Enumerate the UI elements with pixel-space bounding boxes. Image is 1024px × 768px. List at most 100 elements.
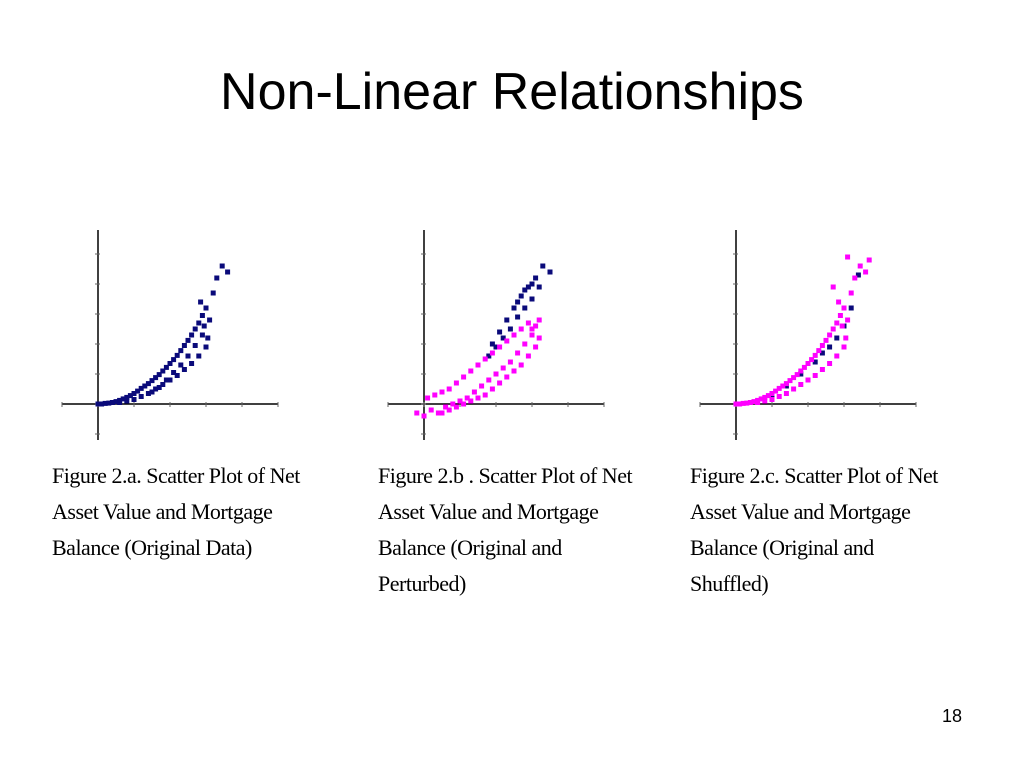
scatter-plot-2c [699,230,917,440]
scatter-point [798,368,804,374]
scatter-point [855,272,861,278]
scatter-point [733,401,739,407]
scatter-point [446,386,452,392]
scatter-point [163,377,169,383]
caption-line: Asset Value and Mortgage [690,499,911,524]
scatter-point [425,395,431,401]
scatter-point [522,287,528,293]
scatter-point [127,393,133,399]
scatter-point [102,400,108,406]
scatter-point [468,368,474,374]
scatter-point [185,353,191,359]
scatter-point [529,326,535,332]
scatter-point [740,400,746,406]
scatter-point [479,383,485,389]
scatter-point [773,388,779,394]
scatter-point [837,313,843,318]
scatter-point [533,323,539,329]
scatter-point [446,407,452,413]
scatter-point [547,269,553,275]
scatter-point [174,352,180,358]
scatter-point [863,269,869,275]
scatter-point [522,341,528,347]
scatter-point [525,320,531,326]
scatter-point [198,299,204,305]
scatter-point [533,344,539,350]
figure-2a: Figure 2.a. Scatter Plot of Net Asset Va… [52,222,352,566]
scatter-point [178,348,184,354]
scatter-point [181,367,187,372]
scatter-point [120,396,126,402]
scatter-point [450,401,456,407]
scatter-point [497,344,503,350]
scatter-point [744,400,750,406]
scatter-point [504,374,510,380]
scatter-point [124,398,130,404]
scatter-point [848,305,854,311]
scatter-point [816,348,822,354]
scatter-point [769,397,775,402]
scatter-point [167,361,173,366]
scatter-point [841,305,847,311]
scatter-point [153,375,159,381]
scatter-point [486,353,492,359]
scatter-point [536,284,542,290]
scatter-point [489,350,495,356]
caption-line: Perturbed) [378,571,466,596]
scatter-point [515,314,521,320]
scatter-point [138,394,144,399]
figure-caption-2b: Figure 2.b . Scatter Plot of Net Asset V… [378,458,678,602]
scatter-point [762,398,768,404]
scatter-point [515,299,521,305]
scatter-point [536,317,542,323]
scatter-point [443,404,449,410]
slide-title: Non-Linear Relationships [220,63,804,121]
scatter-point [149,378,155,384]
scatter-point [525,284,531,290]
scatter-point [794,372,800,378]
scatter-point [791,375,797,381]
scatter-point [497,329,503,335]
scatter-point [834,335,840,341]
scatter-point [453,404,459,410]
scatter-point [834,353,840,359]
scatter-point [834,320,840,326]
scatter-point [421,413,427,419]
scatter-point [203,344,209,350]
scatter-point [518,326,524,332]
scatter-point [805,377,811,383]
scatter-point [737,401,743,407]
scatter-point [493,371,499,377]
scatter-point [199,332,205,338]
scatter-point [171,357,177,363]
scatter-plot-2a [61,230,279,440]
scatter-point [823,337,829,343]
scatter-point [529,281,535,287]
scatter-point [819,350,825,356]
scatter-point [776,394,782,399]
scatter-point [192,343,198,348]
scatter-point [109,400,115,405]
scatter-point [819,367,825,372]
scatter-point [805,361,811,366]
scatter-point [475,362,481,368]
scatter-point [489,341,495,347]
scatter-point [174,373,180,378]
scatter-point [145,391,151,396]
scatter-point [769,391,775,396]
scatter-point [843,335,849,341]
scatter-point [866,257,872,263]
scatter-point [540,263,546,269]
scatter-point [196,353,202,359]
scatter-point [529,332,535,338]
scatter-point [819,343,825,348]
scatter-point [511,305,517,311]
caption-line: Asset Value and Mortgage [378,499,599,524]
scatter-point [185,337,191,343]
scatter-point [482,356,488,362]
scatter-point [836,299,842,305]
scatter-point [167,377,173,383]
scatter-point [468,398,474,404]
scatter-point [755,400,761,405]
scatter-point [435,410,441,416]
